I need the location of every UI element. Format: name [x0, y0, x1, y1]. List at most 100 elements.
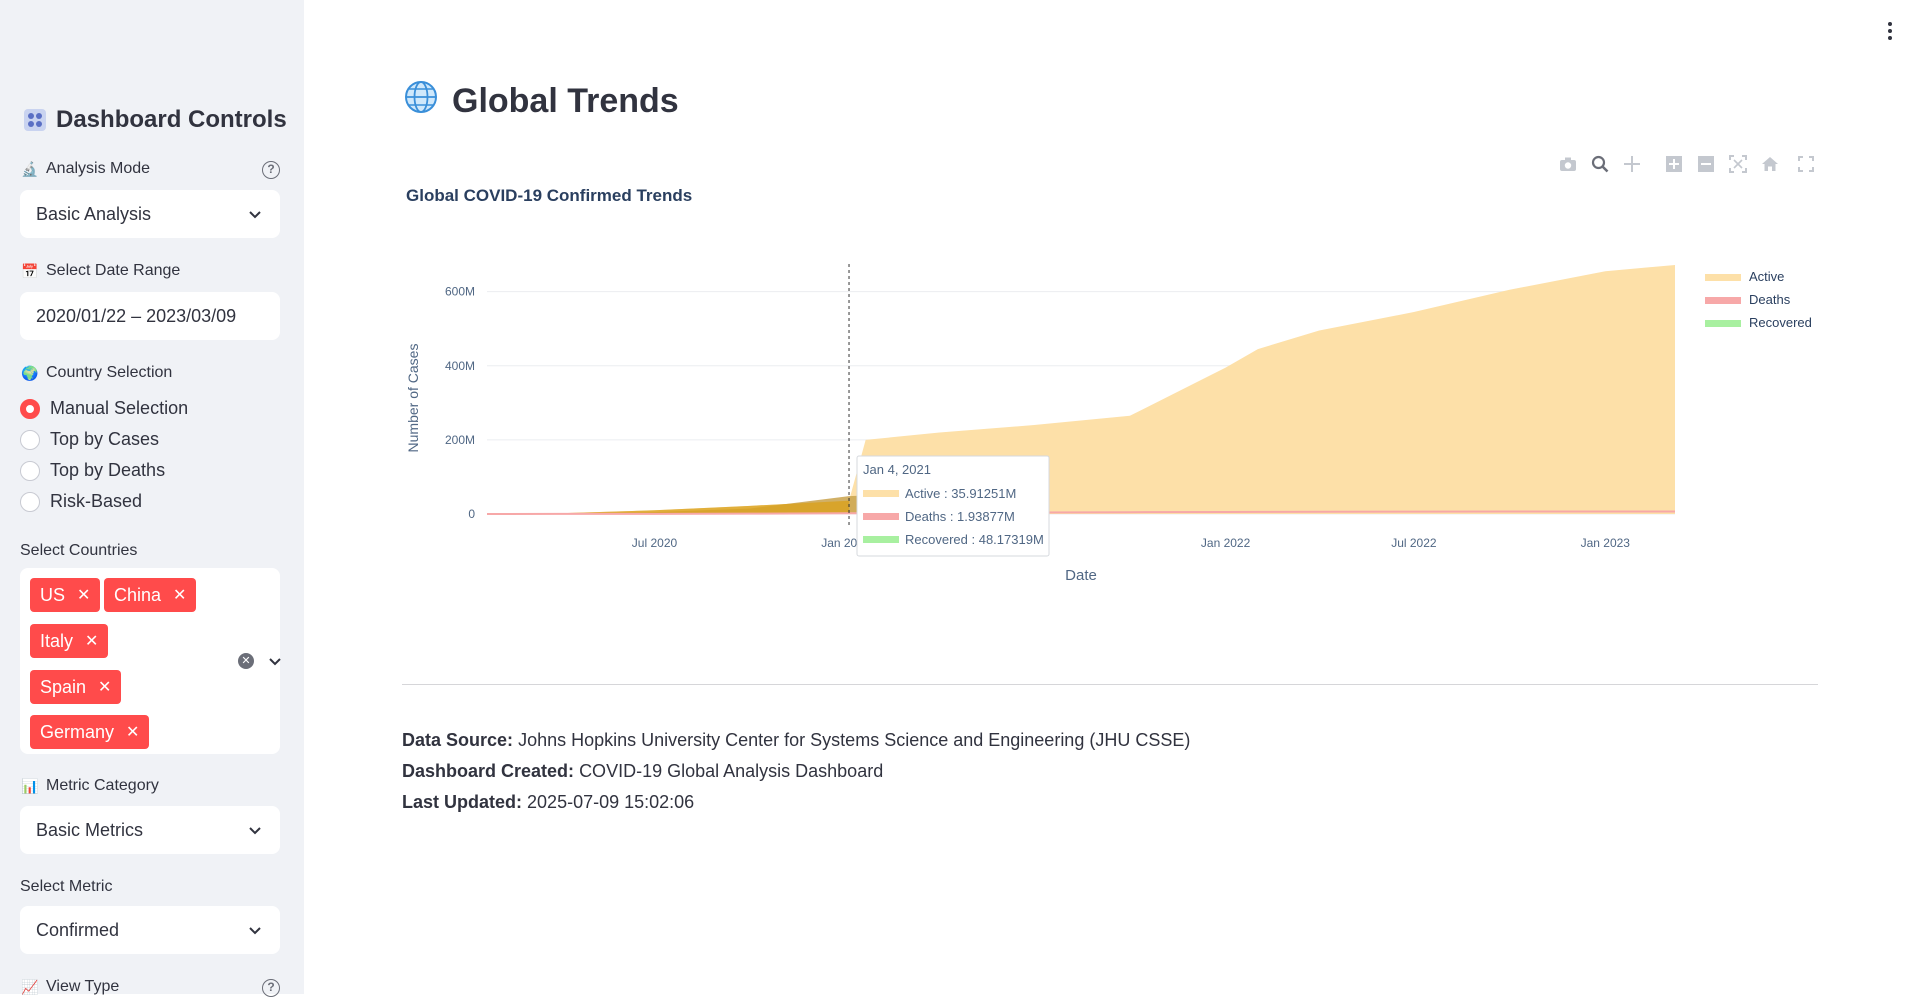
autoscale-icon[interactable] — [1728, 154, 1748, 174]
series-area-active — [487, 264, 1675, 514]
country-tag-spain[interactable]: Spain ✕ — [30, 670, 122, 704]
remove-tag-icon[interactable]: ✕ — [85, 633, 99, 650]
remove-tag-icon[interactable]: ✕ — [173, 587, 187, 604]
view-type-label-text: View Type — [46, 978, 120, 995]
radio-label: Top by Cases — [50, 429, 160, 449]
y-tick-label: 0 — [468, 507, 475, 521]
dashboard-created-value: COVID-19 Global Analysis Dashboard — [579, 761, 884, 781]
analysis-mode-select[interactable]: Basic Analysis — [20, 190, 280, 238]
radio-top-by-deaths[interactable]: Top by Deaths — [20, 460, 165, 481]
y-tick-label: 200M — [445, 433, 475, 447]
pan-icon[interactable] — [1622, 154, 1642, 174]
tooltip-row: Recovered : 48.17319M — [905, 532, 1044, 547]
tag-label: Spain — [40, 676, 87, 697]
chevron-down-icon — [249, 211, 261, 219]
calendar-icon: 📅 — [21, 262, 39, 279]
camera-icon[interactable] — [1558, 154, 1578, 174]
date-range-input[interactable]: 2020/01/22 – 2023/03/09 — [20, 292, 280, 340]
metric-category-select[interactable]: Basic Metrics — [20, 806, 280, 854]
date-range-value: 2020/01/22 – 2023/03/09 — [36, 305, 237, 326]
tag-label: US — [40, 584, 66, 605]
radio-label: Risk-Based — [50, 491, 143, 511]
radio-button[interactable] — [20, 398, 40, 419]
country-selection-label-text: Country Selection — [46, 364, 173, 381]
legend-label: Active — [1749, 269, 1784, 284]
zoom-out-icon[interactable] — [1696, 154, 1716, 174]
x-tick-label: Jul 2020 — [632, 536, 678, 550]
radio-button[interactable] — [20, 491, 40, 512]
sidebar: Dashboard Controls 🔬 Analysis Mode ? Bas… — [0, 0, 304, 997]
legend-label: Deaths — [1749, 292, 1791, 307]
country-tag-us[interactable]: US ✕ — [30, 578, 101, 612]
country-tag-germany[interactable]: Germany ✕ — [30, 715, 150, 749]
microscope-icon: 🔬 — [21, 160, 39, 177]
metric-value: Confirmed — [36, 919, 120, 940]
legend-label: Recovered — [1749, 315, 1812, 330]
countries-multiselect[interactable]: US ✕ China ✕ Italy ✕ Spain ✕ Germany ✕ ✕ — [20, 568, 281, 754]
radio-label: Manual Selection — [50, 398, 189, 418]
radio-button[interactable] — [20, 460, 40, 481]
chart-modebar — [1558, 154, 1816, 174]
remove-tag-icon[interactable]: ✕ — [126, 724, 140, 741]
tag-label: Germany — [40, 721, 115, 742]
dashboard-created-line: Dashboard Created: COVID-19 Global Analy… — [402, 761, 883, 782]
last-updated-line: Last Updated: 2025-07-09 15:02:06 — [402, 792, 694, 813]
data-source-line: Data Source: Johns Hopkins University Ce… — [402, 730, 1190, 751]
select-metric-label: Select Metric — [20, 878, 112, 896]
y-tick-label: 400M — [445, 359, 475, 373]
remove-tag-icon[interactable]: ✕ — [77, 587, 91, 604]
country-tag-china[interactable]: China ✕ — [104, 578, 197, 612]
radio-button[interactable] — [20, 429, 40, 450]
tag-label: China — [114, 584, 162, 605]
page-title: Global Trends — [404, 80, 679, 123]
home-icon[interactable] — [1760, 154, 1780, 174]
radio-risk-based[interactable]: Risk-Based — [20, 491, 142, 512]
data-source-value: Johns Hopkins University Center for Syst… — [518, 730, 1191, 750]
tooltip-swatch — [863, 513, 900, 520]
date-range-label-text: Select Date Range — [46, 262, 181, 279]
chevron-down-icon[interactable] — [266, 652, 284, 670]
x-axis-title: Date — [1065, 567, 1097, 584]
series-area-active-early — [487, 500, 850, 514]
tooltip-swatch — [863, 490, 900, 497]
radio-manual-selection[interactable]: Manual Selection — [20, 398, 188, 419]
last-updated-label: Last Updated: — [402, 792, 523, 812]
radio-label: Top by Deaths — [50, 460, 166, 480]
help-icon[interactable]: ? — [262, 161, 280, 179]
controls-icon — [24, 109, 46, 131]
tooltip-date: Jan 4, 2021 — [863, 462, 931, 477]
fullscreen-icon[interactable] — [1796, 154, 1816, 174]
metric-category-value: Basic Metrics — [36, 819, 144, 840]
dashboard-created-label: Dashboard Created: — [402, 761, 575, 781]
analysis-mode-label-text: Analysis Mode — [46, 160, 151, 177]
line-chart-icon: 📈 — [21, 978, 39, 995]
tooltip-row: Deaths : 1.93877M — [905, 509, 1015, 524]
country-tag-italy[interactable]: Italy ✕ — [30, 624, 109, 658]
clear-all-icon[interactable]: ✕ — [238, 653, 254, 669]
legend-swatch — [1705, 274, 1741, 281]
view-type-label: 📈 View Type — [20, 978, 119, 996]
tooltip-row: Active : 35.91251M — [905, 486, 1016, 501]
radio-top-by-cases[interactable]: Top by Cases — [20, 429, 159, 450]
sidebar-title-text: Dashboard Controls — [56, 106, 287, 133]
data-source-label: Data Source: — [402, 730, 514, 750]
tooltip-box — [856, 455, 1050, 557]
zoom-in-icon[interactable] — [1664, 154, 1684, 174]
analysis-mode-label: 🔬 Analysis Mode — [20, 160, 150, 178]
country-selection-label: 🌍 Country Selection — [20, 364, 172, 382]
kebab-menu-icon[interactable] — [1887, 22, 1893, 44]
metric-category-label-text: Metric Category — [46, 777, 159, 794]
x-tick-label: Jan 2023 — [1581, 536, 1631, 550]
date-range-label: 📅 Select Date Range — [20, 262, 180, 280]
last-updated-value: 2025-07-09 15:02:06 — [527, 792, 695, 812]
tooltip-swatch — [863, 536, 900, 543]
divider — [402, 684, 1818, 685]
x-tick-label: Jan 2022 — [1201, 536, 1251, 550]
chevron-down-icon — [249, 927, 261, 935]
bar-chart-icon: 📊 — [21, 777, 39, 794]
remove-tag-icon[interactable]: ✕ — [98, 679, 112, 696]
metric-select[interactable]: Confirmed — [20, 906, 280, 954]
zoom-icon[interactable] — [1590, 154, 1610, 174]
select-metric-label-text: Select Metric — [20, 878, 113, 895]
